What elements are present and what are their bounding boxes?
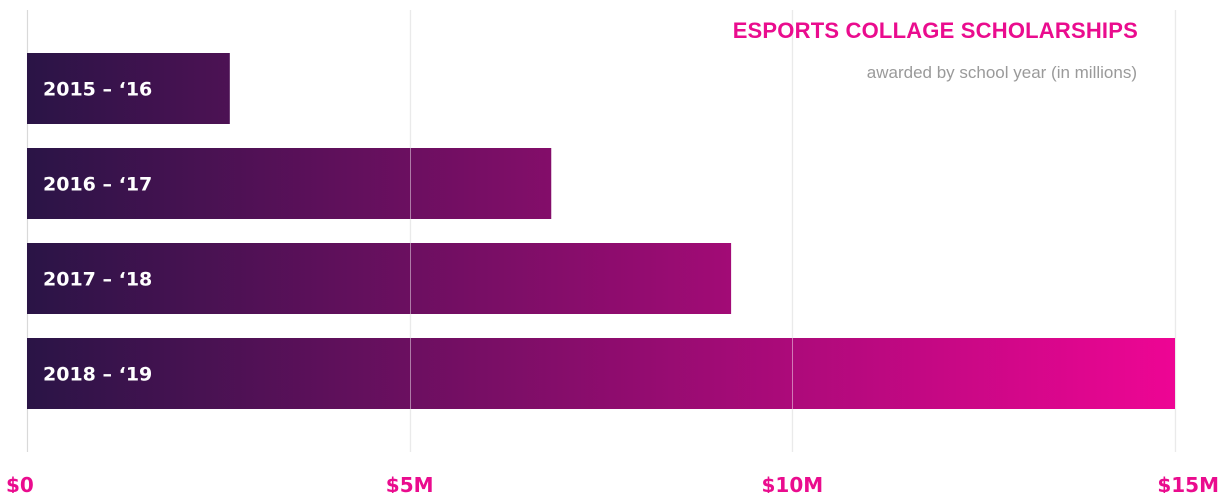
chart-title: ESPORTS COLLAGE SCHOLARSHIPS (732, 18, 1138, 43)
bars (27, 53, 1175, 409)
bar-labels: 2015 – ‘16 2016 – ‘17 2017 – ‘18 2018 – ‘19 (43, 79, 152, 386)
bar (27, 338, 1175, 409)
bar-label: 2017 – ‘18 (43, 269, 152, 291)
x-tick-label: $10M (762, 473, 824, 493)
bar (27, 243, 732, 314)
x-tick-label: $15M (1157, 473, 1219, 493)
bar (27, 148, 552, 219)
x-tick-labels: $0 $5M $10M $15M (6, 473, 1219, 493)
gridlines-overlay (410, 10, 1176, 452)
bar-label: 2018 – ‘19 (43, 364, 152, 386)
bar-label: 2015 – ‘16 (43, 79, 152, 101)
bar (27, 53, 230, 124)
x-tick-label: $5M (386, 473, 434, 493)
chart-subtitle: awarded by school year (in millions) (866, 63, 1137, 82)
x-tick-label: $0 (6, 473, 34, 493)
bar-label: 2016 – ‘17 (43, 174, 152, 196)
